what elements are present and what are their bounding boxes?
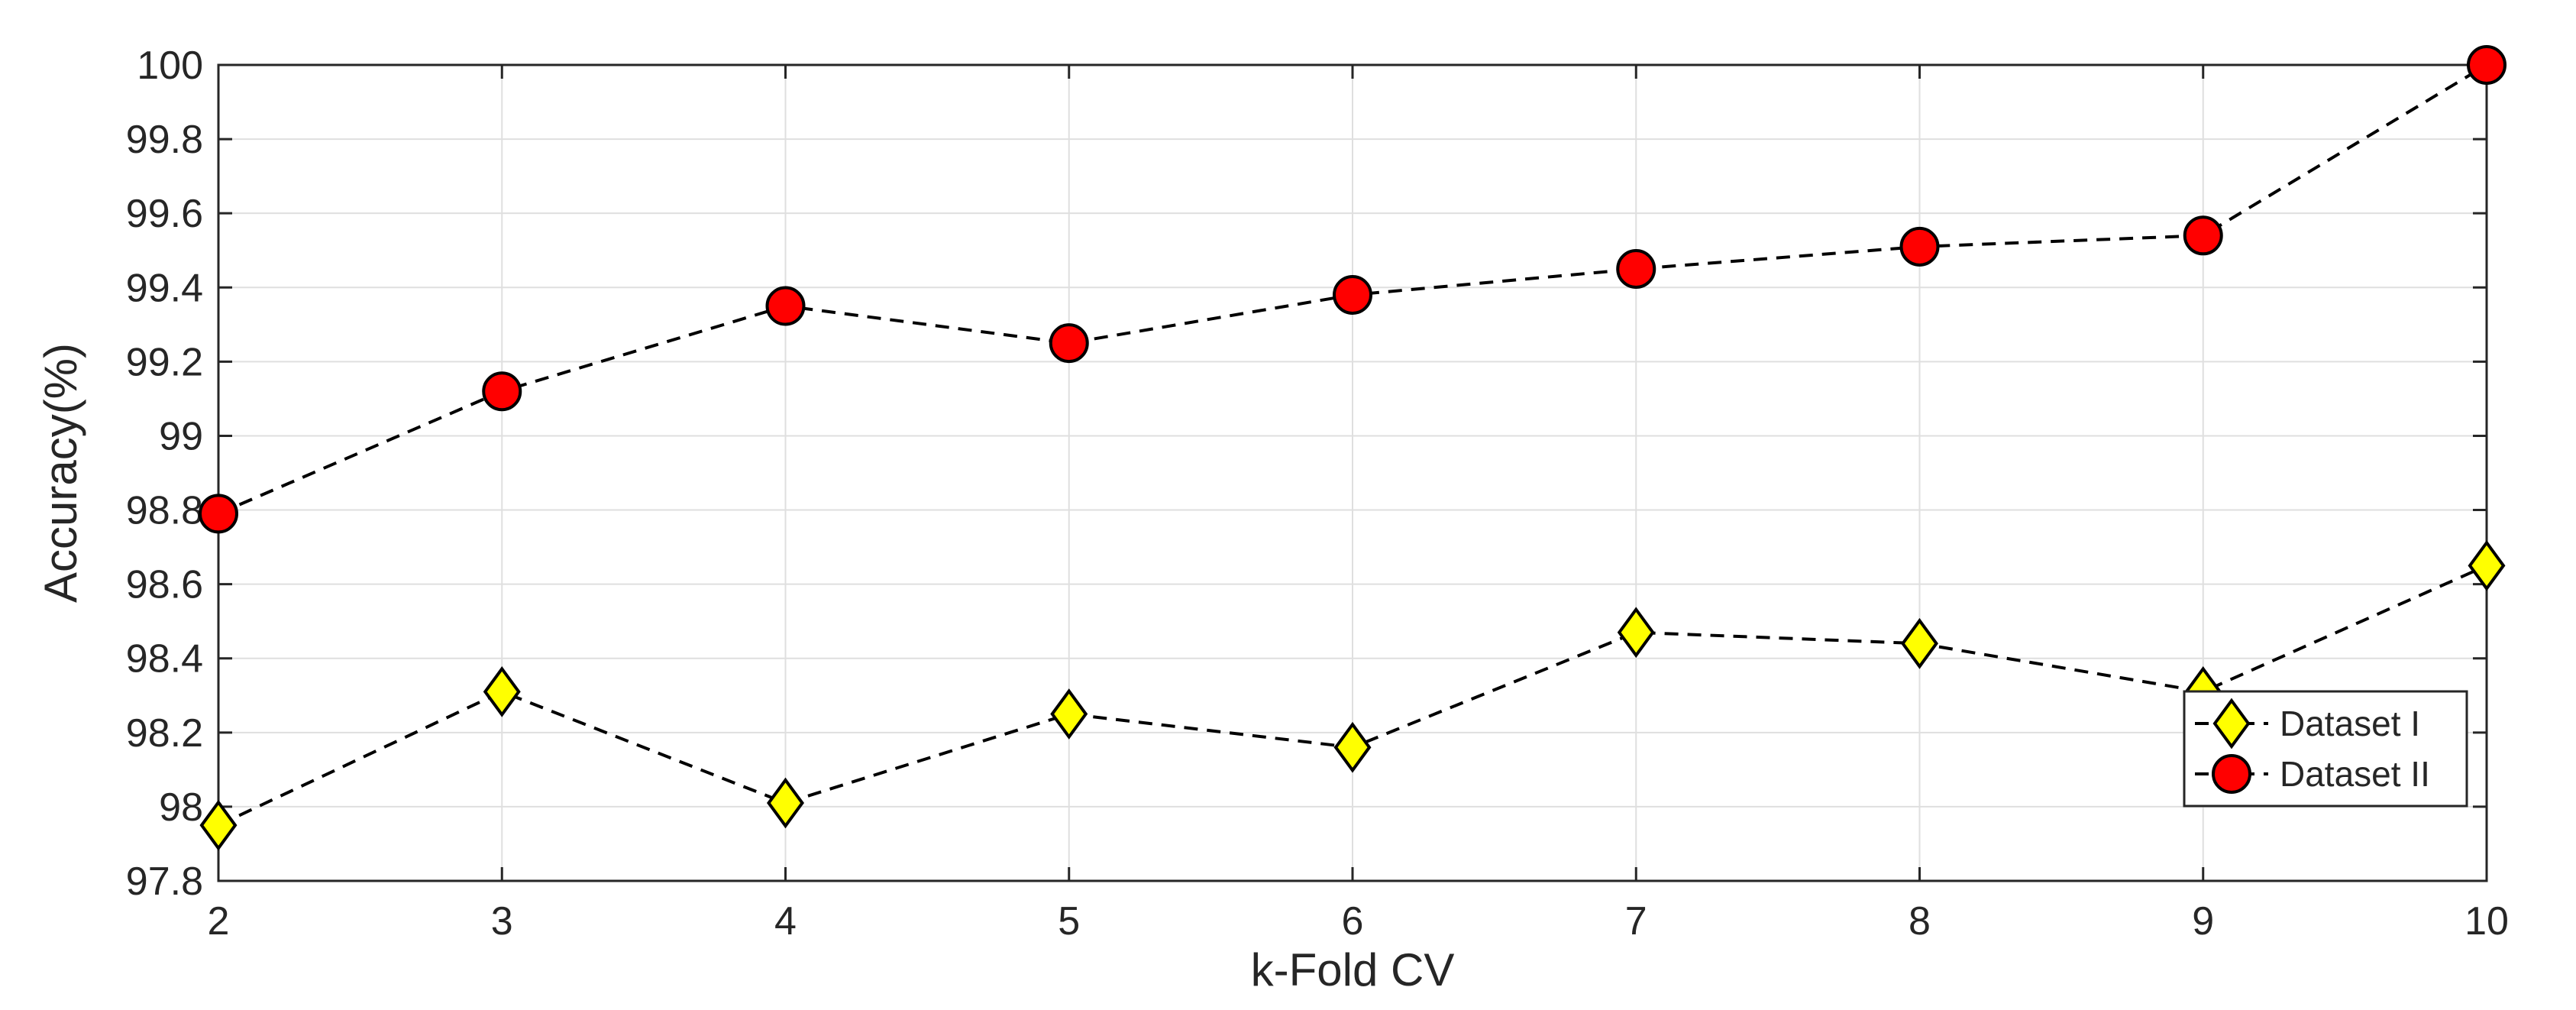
- data-point: [1333, 274, 1372, 315]
- chart-legend: Dataset I Dataset II: [2183, 690, 2468, 808]
- y-tick-label: 98.8: [126, 489, 203, 533]
- x-tick-label: 9: [2192, 899, 2214, 944]
- x-tick-label: 8: [1909, 899, 1931, 944]
- legend-label: Dataset II: [2280, 754, 2430, 794]
- x-tick-label: 5: [1058, 899, 1080, 944]
- data-point: [1333, 721, 1372, 773]
- data-point: [1050, 688, 1088, 740]
- data-point: [1899, 226, 1940, 267]
- data-point: [1616, 249, 1656, 289]
- y-tick-label: 99.4: [126, 266, 203, 310]
- y-tick-label: 98: [159, 785, 203, 830]
- data-point: [1617, 607, 1655, 659]
- data-point: [1049, 323, 1089, 364]
- legend-label: Dataset I: [2280, 704, 2420, 743]
- y-tick-label: 98.2: [126, 711, 203, 756]
- data-point: [2468, 539, 2506, 591]
- data-point: [767, 777, 804, 829]
- y-tick-label: 98.6: [126, 563, 203, 607]
- data-point: [482, 371, 522, 412]
- legend-marker: [2212, 754, 2251, 794]
- x-tick-label: 3: [491, 899, 513, 944]
- x-tick-label: 6: [1342, 899, 1364, 944]
- series-2: [199, 45, 2507, 534]
- y-tick-label: 100: [137, 44, 203, 88]
- y-axis-title: Accuracy(%): [35, 343, 86, 603]
- x-tick-label: 2: [208, 899, 230, 944]
- data-point: [765, 286, 806, 326]
- legend-marker: [2212, 698, 2251, 749]
- data-point: [483, 666, 521, 717]
- x-tick-label: 7: [1625, 899, 1647, 944]
- y-tick-label: 98.4: [126, 637, 203, 681]
- x-axis-title: k-Fold CV: [1251, 944, 1455, 995]
- y-tick-label: 99.6: [126, 192, 203, 236]
- y-tick-label: 99.2: [126, 340, 203, 384]
- axis-ticks: 2 3 4 5 6 7 8 9 10 97.8 98 98.2 98.4 98.6 98.8 99 99.2 99…: [126, 44, 2509, 944]
- data-point: [2183, 215, 2223, 256]
- y-tick-label: 99.8: [126, 118, 203, 162]
- data-point: [2467, 45, 2507, 85]
- x-tick-label: 4: [774, 899, 797, 944]
- data-point: [199, 494, 238, 534]
- data-point: [1901, 617, 1938, 669]
- x-tick-label: 10: [2464, 899, 2509, 944]
- data-point: [199, 799, 238, 851]
- y-tick-label: 97.8: [126, 859, 203, 904]
- y-tick-label: 99: [159, 414, 203, 458]
